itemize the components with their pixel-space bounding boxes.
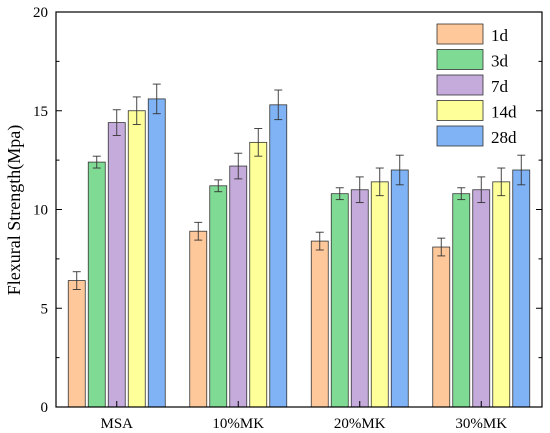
legend-label: 3d bbox=[491, 52, 509, 71]
error-bar-MSA-3d bbox=[92, 155, 101, 169]
error-bar-20%MK-14d bbox=[375, 167, 384, 197]
legend-item-28d: 28d bbox=[436, 125, 517, 147]
bar-MSA-28d bbox=[147, 98, 166, 408]
bar-30%MK-1d bbox=[432, 246, 451, 408]
error-bar-30%MK-7d bbox=[477, 176, 486, 204]
legend-label: 14d bbox=[491, 103, 517, 122]
error-bar-MSA-14d bbox=[132, 96, 141, 126]
legend-label: 1d bbox=[491, 26, 509, 45]
legend-swatch bbox=[436, 125, 484, 147]
bar-10%MK-7d bbox=[229, 165, 248, 408]
error-bar-10%MK-7d bbox=[234, 152, 243, 180]
bars-layer bbox=[67, 83, 531, 408]
error-bar-30%MK-1d bbox=[437, 237, 446, 257]
legend-label: 28d bbox=[491, 128, 517, 147]
legend-swatch bbox=[436, 100, 484, 121]
legend-swatch bbox=[436, 74, 484, 96]
error-bar-20%MK-7d bbox=[355, 176, 364, 204]
error-bar-30%MK-3d bbox=[457, 187, 466, 201]
error-bar-10%MK-28d bbox=[274, 89, 283, 121]
bar-20%MK-14d bbox=[370, 181, 389, 408]
error-bar-10%MK-3d bbox=[214, 179, 223, 193]
error-bar-20%MK-1d bbox=[315, 231, 324, 251]
bar-10%MK-1d bbox=[189, 230, 208, 408]
bar-10%MK-14d bbox=[249, 141, 268, 408]
bar-MSA-14d bbox=[127, 110, 146, 408]
legend: 1d 3d 7d 14d 28d bbox=[436, 23, 517, 147]
legend-item-14d: 14d bbox=[436, 100, 517, 122]
bar-30%MK-7d bbox=[472, 189, 491, 408]
legend-swatch bbox=[436, 23, 484, 45]
x-tick-label: 20%MK bbox=[334, 416, 386, 432]
error-bar-20%MK-28d bbox=[395, 154, 404, 186]
y-tick-label: 5 bbox=[41, 301, 49, 317]
y-tick-label: 10 bbox=[33, 203, 48, 219]
error-bar-10%MK-1d bbox=[194, 221, 203, 241]
legend-item-3d: 3d bbox=[436, 49, 509, 71]
legend-label: 7d bbox=[491, 77, 509, 96]
error-bar-MSA-7d bbox=[112, 109, 121, 136]
error-bar-MSA-28d bbox=[152, 83, 161, 115]
legend-item-7d: 7d bbox=[436, 74, 509, 96]
legend-swatch bbox=[436, 49, 484, 70]
bar-20%MK-28d bbox=[390, 169, 409, 408]
error-bar-MSA-1d bbox=[72, 271, 81, 290]
bar-10%MK-28d bbox=[269, 104, 288, 408]
y-tick-label: 15 bbox=[33, 104, 48, 120]
error-bar-30%MK-14d bbox=[497, 167, 506, 197]
bar-20%MK-1d bbox=[310, 240, 329, 408]
y-tick-label: 20 bbox=[33, 5, 48, 21]
x-tick-label: MSA bbox=[100, 416, 133, 432]
y-tick-label: 0 bbox=[41, 400, 49, 416]
bar-30%MK-3d bbox=[452, 193, 471, 408]
bar-30%MK-28d bbox=[512, 169, 531, 408]
error-bar-20%MK-3d bbox=[335, 187, 344, 201]
error-bar-10%MK-14d bbox=[254, 128, 263, 157]
bar-MSA-3d bbox=[87, 161, 106, 408]
bar-MSA-1d bbox=[67, 280, 86, 408]
bar-MSA-7d bbox=[107, 122, 126, 408]
axes-layer: 0 5 10 15 20 MSA 10%MK 20%MK 30%MK bbox=[33, 5, 543, 432]
bar-20%MK-7d bbox=[350, 189, 369, 408]
bar-10%MK-3d bbox=[209, 185, 228, 408]
x-tick-label: 30%MK bbox=[455, 416, 507, 432]
error-bar-30%MK-28d bbox=[517, 154, 526, 186]
x-tick-label: 10%MK bbox=[212, 416, 264, 432]
bar-20%MK-3d bbox=[330, 193, 349, 408]
legend-item-1d: 1d bbox=[436, 23, 509, 45]
bar-30%MK-14d bbox=[492, 181, 511, 408]
y-axis-label: Flexural Strength(Mpa) bbox=[4, 125, 25, 295]
